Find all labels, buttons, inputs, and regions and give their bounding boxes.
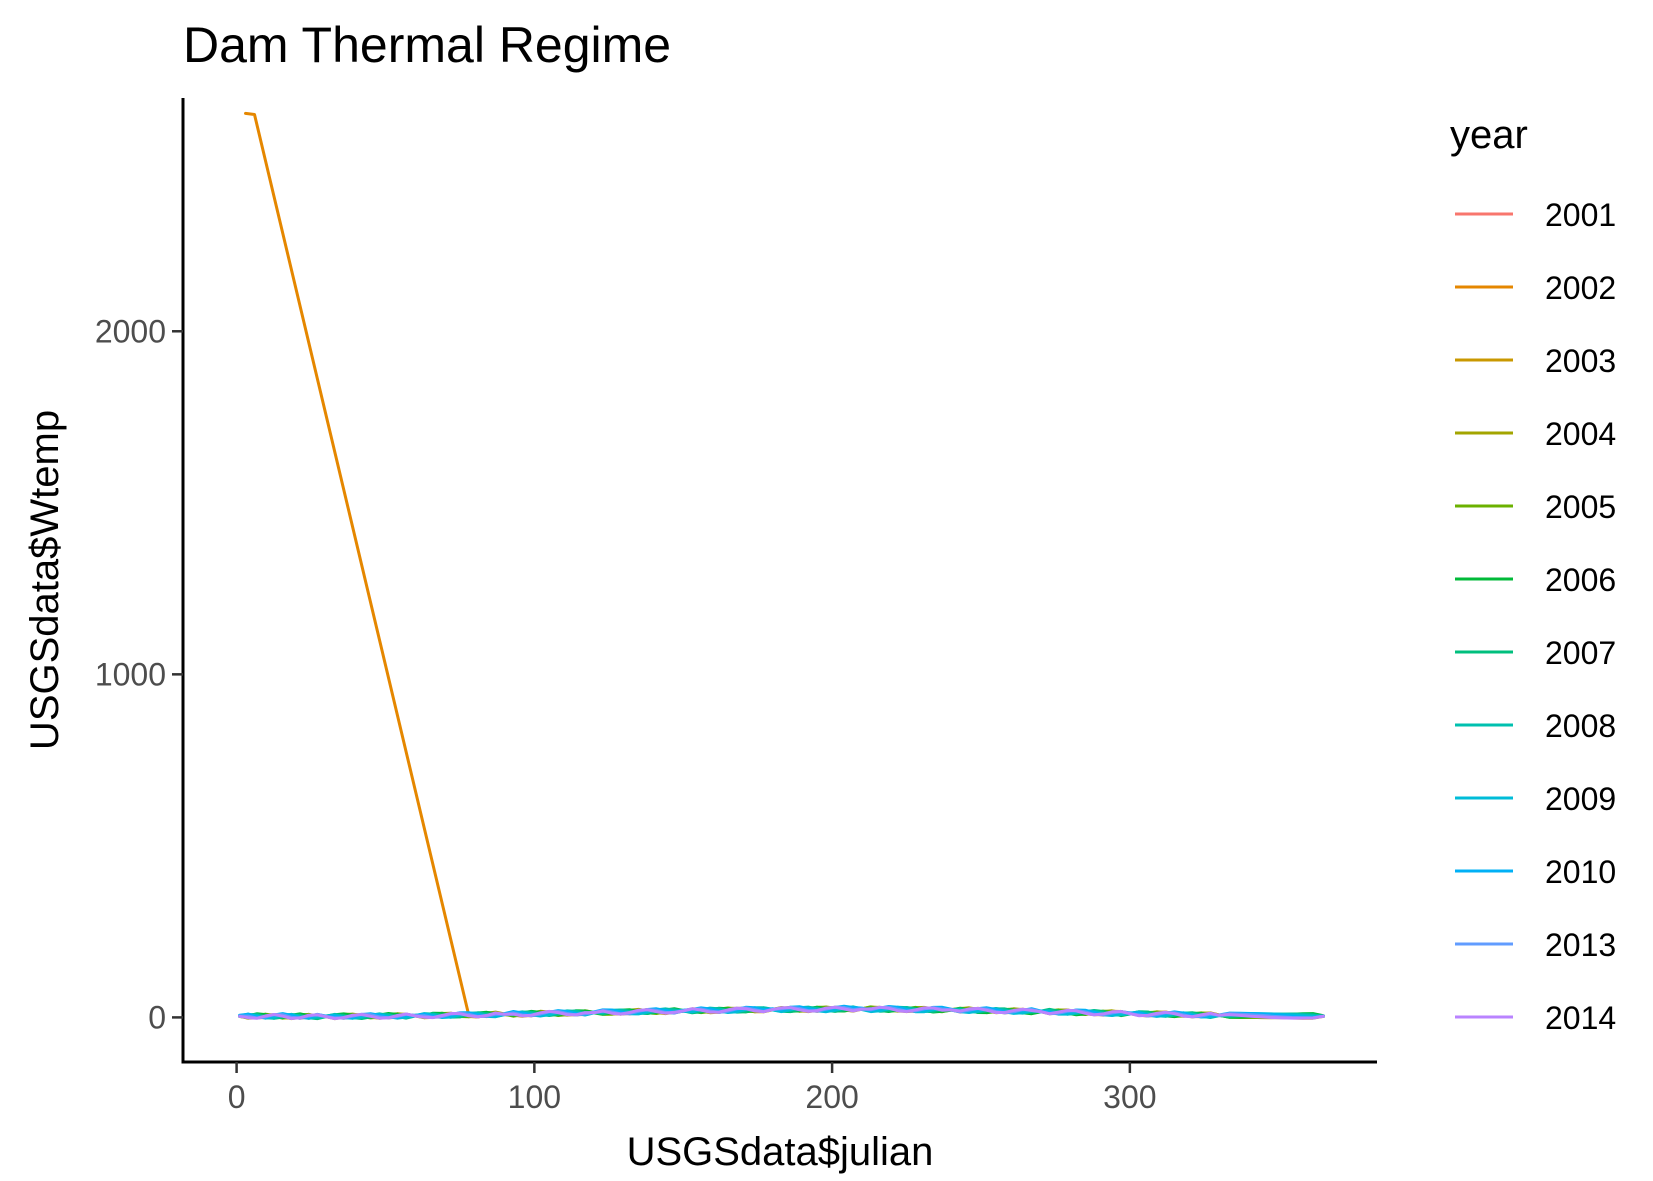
legend-label-2008: 2008 xyxy=(1545,708,1616,744)
y-tick-label: 2000 xyxy=(95,313,166,349)
plot-series xyxy=(238,111,1325,1021)
chart-title: Dam Thermal Regime xyxy=(183,17,671,73)
legend-label-2007: 2007 xyxy=(1545,635,1616,671)
y-axis-ticks: 0 1000 2000 xyxy=(95,313,183,1035)
legend-label-2003: 2003 xyxy=(1545,343,1616,379)
series-line-2002 xyxy=(244,111,1325,1020)
legend-label-2005: 2005 xyxy=(1545,489,1616,525)
x-tick-label: 100 xyxy=(508,1079,561,1115)
x-tick-label: 200 xyxy=(805,1079,858,1115)
legend-label-2009: 2009 xyxy=(1545,781,1616,817)
x-axis-title: USGSdata$julian xyxy=(627,1130,934,1174)
legend-title: year xyxy=(1450,113,1528,157)
x-axis-ticks: 0 100 200 300 xyxy=(228,1062,1157,1115)
legend-label-2001: 2001 xyxy=(1545,197,1616,233)
y-tick-label: 1000 xyxy=(95,656,166,692)
y-axis-title: USGSdata$Wtemp xyxy=(23,410,67,750)
legend-label-2013: 2013 xyxy=(1545,927,1616,963)
legend-label-2002: 2002 xyxy=(1545,270,1616,306)
x-tick-label: 300 xyxy=(1103,1079,1156,1115)
legend-label-2004: 2004 xyxy=(1545,416,1616,452)
y-tick-label: 0 xyxy=(148,999,166,1035)
legend-label-2014: 2014 xyxy=(1545,1000,1616,1036)
x-tick-label: 0 xyxy=(228,1079,246,1115)
legend: 2001 2002 2003 2004 2005 2006 2007 2008 2009 2010… xyxy=(1455,197,1616,1036)
series-line-2014 xyxy=(238,1005,1325,1021)
legend-label-2006: 2006 xyxy=(1545,562,1616,598)
legend-label-2010: 2010 xyxy=(1545,854,1616,890)
